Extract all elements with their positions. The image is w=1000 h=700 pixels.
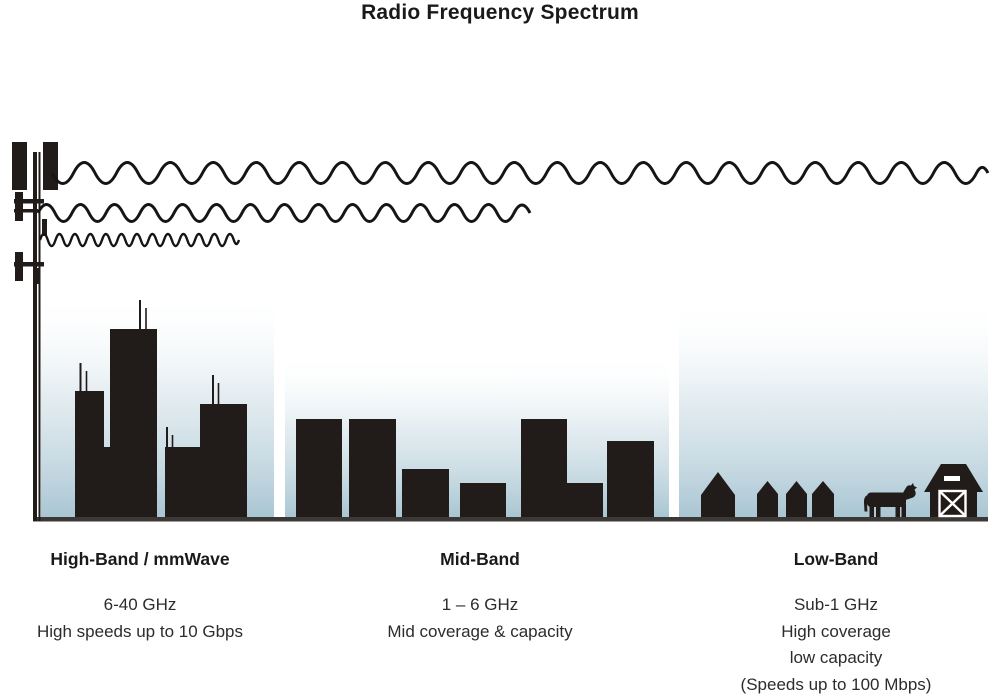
low-band-wave-icon [50,161,990,185]
building-icon [296,419,342,517]
low-band-heading: Low-Band [793,549,879,569]
barn-icon [924,464,983,518]
mid-band-heading: Mid-Band [440,549,520,569]
skyscraper-icon [75,391,104,517]
tower-crossbar [14,209,38,213]
low-band-details: Sub-1 GHz High coverage low capacity (Sp… [704,592,968,698]
skyscraper-icon [200,404,247,517]
mid-band-details: 1 – 6 GHz Mid coverage & capacity [348,592,612,645]
tower-stub [42,219,47,236]
barn-vent [944,476,960,481]
band-detail-line: High speeds up to 10 Gbps [36,621,244,641]
building-icon [460,483,506,517]
high-band-heading: High-Band / mmWave [50,549,230,569]
band-detail-line: 1 – 6 GHz [441,595,519,614]
ground-line [33,517,988,522]
building-icon [165,447,200,517]
skyscraper-icon [110,329,157,517]
band-detail-line: Mid coverage & capacity [387,621,573,641]
band-detail-line: low capacity [789,648,883,667]
building-icon [349,419,396,517]
high-band-details: 6-40 GHz High speeds up to 10 Gbps [8,592,272,645]
mid-band-wave-icon [36,203,532,223]
high-band-wave-icon [38,232,241,248]
house-icon [757,481,778,517]
tower-mast [33,152,37,521]
antenna-panel-left [12,142,27,190]
low-band-countryside [701,464,983,518]
antenna-panel-mid [15,192,23,221]
tower-crossbar [14,262,44,267]
mid-band-skyline [296,419,654,517]
antenna-panel-right [43,142,58,190]
low-band-label: Low-Band Sub-1 GHz High coverage low cap… [704,549,968,698]
barn-door-crossbuck [939,491,966,516]
tower-crossbar [14,199,44,204]
building-icon [521,419,567,517]
tower-stub [36,268,39,284]
high-band-skyline [75,300,247,517]
building-icon [402,469,449,517]
band-detail-line: 6-40 GHz [103,595,177,614]
band-detail-line: (Speeds up to 100 Mbps) [740,674,932,694]
building-icon [567,483,603,517]
high-band-label: High-Band / mmWave 6-40 GHz High speeds … [8,549,272,645]
page-title: Radio Frequency Spectrum [361,1,639,24]
house-icon [812,481,834,517]
band-detail-line: Sub-1 GHz [793,595,879,614]
band-detail-line: High coverage [781,621,891,641]
house-icon [701,472,735,517]
mid-band-label: Mid-Band 1 – 6 GHz Mid coverage & capaci… [348,549,612,645]
tower-mast-secondary [38,152,41,521]
cow-icon [863,483,917,517]
building-icon [607,441,654,517]
house-icon [786,481,807,517]
